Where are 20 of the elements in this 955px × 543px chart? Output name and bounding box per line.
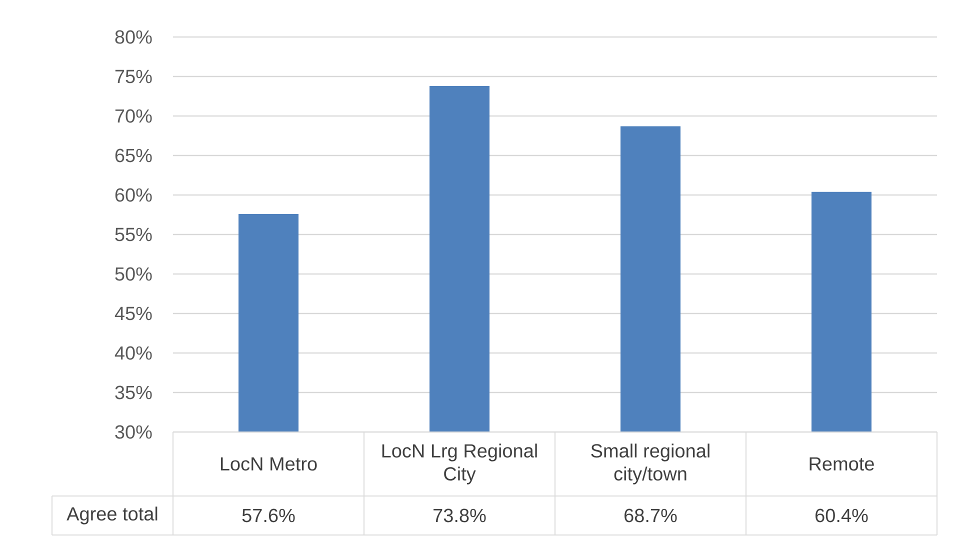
x-tick-label: LocN Lrg Regional City — [382, 444, 537, 484]
x-tick-label: LocN Metro — [220, 457, 317, 471]
x-tick-label: Remote — [810, 457, 874, 471]
data-label: 73.8% — [434, 508, 486, 522]
y-tick-label: 65% — [115, 148, 152, 162]
data-label: 57.6% — [242, 508, 295, 522]
y-tick-label: 70% — [115, 109, 152, 123]
y-tick-label: 55% — [115, 228, 152, 242]
y-tick-label: 40% — [114, 346, 152, 360]
y-tick-label: 45% — [114, 306, 152, 320]
y-tick-label: 75% — [115, 70, 152, 84]
data-label: 60.4% — [816, 508, 868, 522]
y-tick-label: 80% — [115, 30, 152, 44]
x-tick-label: Small regional city/town — [591, 444, 710, 484]
y-tick-label: 50% — [115, 267, 152, 281]
data-label: 68.7% — [624, 508, 677, 522]
text: Agree total — [66, 506, 158, 524]
y-tick-label: 30% — [115, 425, 152, 439]
y-tick-label: 60% — [115, 188, 152, 202]
y-tick-label: 35% — [115, 386, 152, 400]
